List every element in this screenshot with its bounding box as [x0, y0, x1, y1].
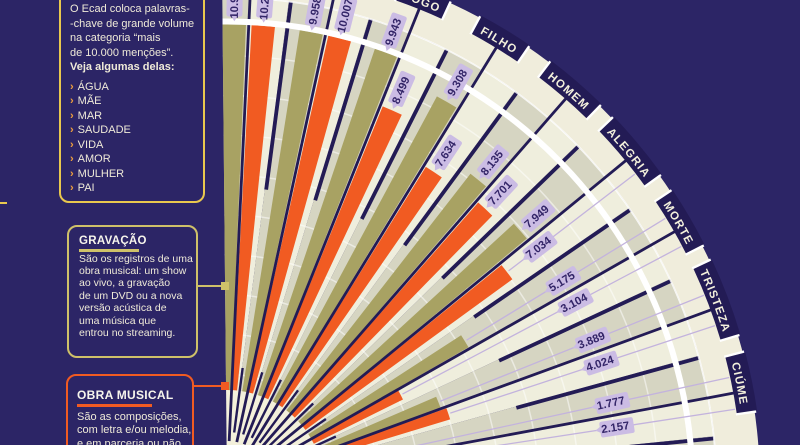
svg-text:10.261: 10.261 [258, 0, 273, 20]
svg-text:1.777: 1.777 [596, 395, 626, 413]
svg-text:10.958: 10.958 [229, 0, 242, 19]
svg-text:2.157: 2.157 [600, 420, 630, 436]
svg-text:9.958: 9.958 [307, 0, 324, 26]
